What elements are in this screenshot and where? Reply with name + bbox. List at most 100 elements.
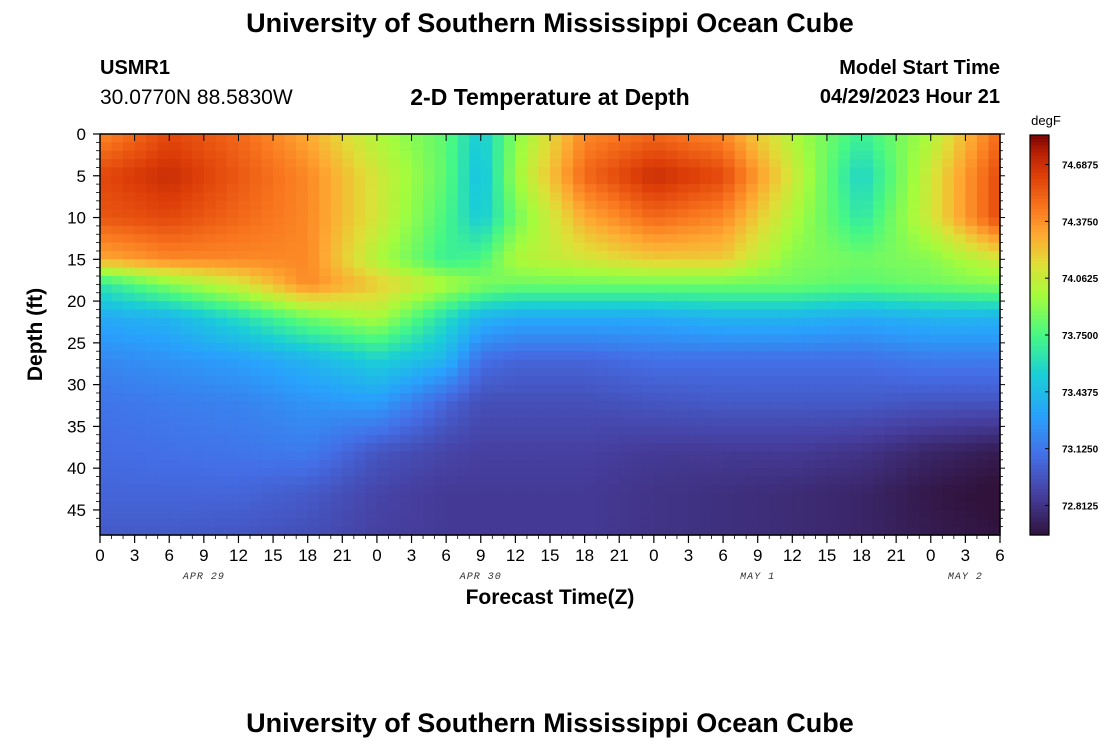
heatmap-cell bbox=[757, 443, 770, 453]
heatmap-cell bbox=[238, 301, 251, 311]
heatmap-cell bbox=[250, 134, 263, 143]
heatmap-cell bbox=[734, 476, 747, 486]
heatmap-cell bbox=[976, 526, 990, 536]
heatmap-cell bbox=[619, 217, 632, 227]
heatmap-cell bbox=[365, 476, 378, 486]
heatmap-cell bbox=[826, 159, 840, 169]
heatmap-cell bbox=[296, 159, 309, 169]
heatmap-cell bbox=[757, 484, 770, 494]
heatmap-cell bbox=[988, 526, 1001, 536]
heatmap-cell bbox=[388, 418, 401, 427]
heatmap-cell bbox=[273, 317, 286, 327]
heatmap-cell bbox=[965, 443, 978, 453]
heatmap-cell bbox=[515, 167, 528, 177]
heatmap-cell bbox=[400, 267, 413, 277]
heatmap-cell bbox=[619, 518, 632, 528]
heatmap-cell bbox=[769, 476, 782, 486]
heatmap-cell bbox=[157, 426, 170, 436]
heatmap-cell bbox=[953, 518, 966, 528]
heatmap-cell bbox=[734, 192, 747, 202]
heatmap-cell bbox=[273, 509, 286, 519]
heatmap-cell bbox=[884, 418, 897, 427]
heatmap-cell bbox=[930, 276, 943, 285]
heatmap-cell bbox=[884, 284, 897, 294]
heatmap-cell bbox=[388, 501, 401, 511]
heatmap-cell bbox=[607, 518, 620, 528]
heatmap-cell bbox=[400, 359, 413, 369]
heatmap-cell bbox=[826, 468, 840, 478]
heatmap-cell bbox=[388, 526, 401, 536]
heatmap-cell bbox=[515, 509, 528, 519]
heatmap-cell bbox=[619, 142, 632, 152]
heatmap-cell bbox=[976, 351, 990, 361]
heatmap-cell bbox=[734, 159, 747, 169]
x-tick-label: 18 bbox=[852, 546, 871, 565]
model-start-label: Model Start Time bbox=[839, 57, 1000, 79]
heatmap-cell bbox=[100, 309, 113, 319]
heatmap-cell bbox=[503, 501, 516, 511]
y-tick-label: 15 bbox=[67, 250, 86, 269]
heatmap-cell bbox=[850, 526, 863, 536]
heatmap-cell bbox=[653, 476, 666, 486]
x-tick-label: 0 bbox=[926, 546, 935, 565]
heatmap-cell bbox=[884, 434, 897, 444]
heatmap-cell bbox=[353, 159, 366, 169]
heatmap-cell bbox=[492, 384, 505, 394]
heatmap-cell bbox=[873, 518, 886, 528]
heatmap-cell bbox=[411, 434, 424, 444]
heatmap-cell bbox=[180, 501, 193, 511]
heatmap-cell bbox=[700, 518, 713, 528]
heatmap-cell bbox=[976, 443, 990, 453]
heatmap-cell bbox=[457, 459, 470, 469]
y-tick-label: 5 bbox=[77, 167, 86, 186]
heatmap-cell bbox=[769, 493, 782, 503]
heatmap-cell bbox=[515, 209, 528, 219]
heatmap-cell bbox=[423, 134, 436, 143]
heatmap-cell bbox=[457, 409, 470, 419]
heatmap-cell bbox=[815, 359, 828, 369]
heatmap-cell bbox=[423, 493, 436, 503]
x-tick-label: 15 bbox=[817, 546, 836, 565]
heatmap-cell bbox=[826, 376, 840, 386]
heatmap-cell bbox=[503, 334, 516, 344]
heatmap-cell bbox=[423, 217, 436, 227]
heatmap-cell bbox=[423, 150, 436, 160]
heatmap-cell bbox=[157, 451, 170, 461]
heatmap-cell bbox=[907, 501, 920, 511]
heatmap-cell bbox=[630, 376, 643, 386]
heatmap-cell bbox=[769, 334, 782, 344]
heatmap-cell bbox=[826, 167, 840, 177]
heatmap-cell bbox=[561, 493, 574, 503]
heatmap-cell bbox=[446, 192, 459, 202]
heatmap-cell bbox=[676, 384, 690, 394]
heatmap-cell bbox=[307, 184, 320, 194]
heatmap-cell bbox=[503, 192, 516, 202]
heatmap-cell bbox=[319, 209, 332, 219]
heatmap-cell bbox=[826, 359, 840, 369]
heatmap-cell bbox=[873, 376, 886, 386]
heatmap-cell bbox=[411, 476, 424, 486]
heatmap-cell bbox=[653, 317, 666, 327]
heatmap-cell bbox=[215, 217, 228, 227]
heatmap-cell bbox=[619, 317, 632, 327]
heatmap-cell bbox=[746, 142, 759, 152]
heatmap-cell bbox=[884, 509, 897, 519]
heatmap-cell bbox=[203, 276, 216, 285]
heatmap-cell bbox=[457, 392, 470, 402]
heatmap-cell bbox=[734, 367, 747, 377]
heatmap-cell bbox=[561, 384, 574, 394]
heatmap-cell bbox=[988, 443, 1001, 453]
colorbar-unit: degF bbox=[1031, 113, 1061, 128]
heatmap-cell bbox=[723, 142, 736, 152]
heatmap-cell bbox=[376, 184, 390, 194]
heatmap-cell bbox=[780, 200, 793, 210]
heatmap-cell bbox=[734, 434, 747, 444]
heatmap-cell bbox=[907, 326, 920, 336]
heatmap-cell bbox=[469, 284, 482, 294]
heatmap-cell bbox=[780, 184, 793, 194]
heatmap-cell bbox=[780, 192, 793, 202]
heatmap-cell bbox=[319, 142, 332, 152]
heatmap-cell bbox=[515, 451, 528, 461]
heatmap-cell bbox=[503, 493, 516, 503]
heatmap-cell bbox=[480, 150, 493, 160]
